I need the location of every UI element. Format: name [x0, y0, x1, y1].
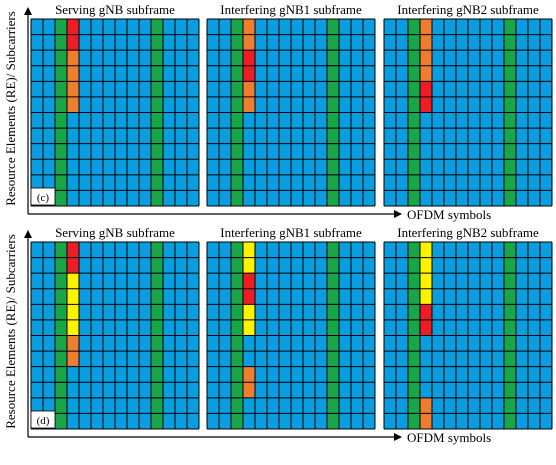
resource-element-yellow [243, 257, 255, 274]
resource-element-orange [67, 81, 79, 97]
resource-element-red [243, 50, 255, 66]
x-axis-label: OFDM symbols [407, 207, 491, 222]
resource-element-yellow [243, 242, 255, 258]
resource-element-red [243, 273, 255, 289]
resource-element-orange [67, 50, 79, 66]
resource-element-orange [67, 351, 79, 367]
subframe-grid: Serving gNB subframe [30, 225, 200, 430]
resource-element-orange [420, 397, 432, 414]
resource-element-red [67, 34, 79, 51]
resource-element-orange [67, 65, 79, 82]
resource-element-red [420, 319, 432, 336]
subframe-title: Interfering gNB2 subframe [397, 225, 539, 240]
resource-element-orange [243, 366, 255, 383]
resource-element-yellow [243, 304, 255, 320]
resource-element-red [67, 242, 79, 258]
panel-c: Serving gNB subframe Interfering gNB1 sub… [3, 2, 553, 222]
resource-element-red [67, 257, 79, 274]
resource-element-orange [243, 382, 255, 398]
resource-element-orange [67, 335, 79, 352]
subframe-title: Interfering gNB2 subframe [397, 2, 539, 17]
subframe-grid: Interfering gNB1 subframe [206, 225, 376, 430]
y-axis-label: Resource Elements (RE)/ Subcarriers [3, 11, 18, 206]
resource-element-orange [243, 34, 255, 51]
resource-element-red [67, 19, 79, 35]
resource-element-orange [420, 50, 432, 66]
panel-label: (c) [37, 192, 50, 204]
resource-element-yellow [420, 257, 432, 274]
resource-element-orange [420, 65, 432, 82]
resource-element-yellow [67, 319, 79, 336]
subframe-title: Interfering gNB1 subframe [220, 2, 362, 17]
resource-element-orange [420, 413, 432, 429]
resource-element-orange [67, 96, 79, 113]
subframe-title: Serving gNB subframe [55, 225, 175, 240]
resource-element-yellow [420, 242, 432, 258]
resource-element-orange [243, 81, 255, 97]
resource-element-red [420, 96, 432, 113]
resource-element-yellow [67, 304, 79, 320]
y-axis-label: Resource Elements (RE)/ Subcarriers [3, 234, 18, 429]
subframe-grid: Interfering gNB1 subframe [206, 2, 376, 207]
resource-element-yellow [67, 273, 79, 289]
subframe-title: Serving gNB subframe [55, 2, 175, 17]
resource-element-red [243, 288, 255, 305]
resource-element-orange [243, 96, 255, 113]
resource-element-orange [420, 34, 432, 51]
panel-d: Serving gNB subframe Interfering gNB1 sub… [3, 225, 553, 445]
resource-element-red [420, 81, 432, 97]
resource-element-yellow [243, 319, 255, 336]
panel-label-box [30, 187, 56, 206]
panel-label-box [30, 410, 56, 429]
subframe-grid: Interfering gNB2 subframe [383, 225, 553, 430]
resource-element-red [420, 304, 432, 320]
subframe-grid: Interfering gNB2 subframe [383, 2, 553, 207]
resource-element-orange [420, 19, 432, 35]
subframe-title: Interfering gNB1 subframe [220, 225, 362, 240]
x-axis-label: OFDM symbols [407, 430, 491, 445]
resource-element-yellow [420, 288, 432, 305]
resource-element-yellow [420, 273, 432, 289]
panel-label: (d) [37, 415, 50, 427]
resource-element-orange [243, 19, 255, 35]
subframe-grid: Serving gNB subframe [30, 2, 200, 207]
resource-element-yellow [67, 288, 79, 305]
resource-element-red [243, 65, 255, 82]
